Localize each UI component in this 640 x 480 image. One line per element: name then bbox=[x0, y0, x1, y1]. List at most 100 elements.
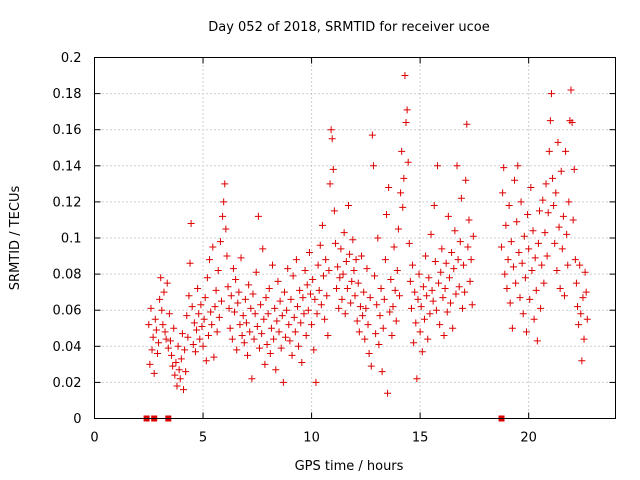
data-point bbox=[426, 310, 434, 318]
data-point bbox=[223, 252, 231, 260]
data-point bbox=[432, 306, 440, 314]
data-point bbox=[447, 299, 455, 307]
data-point bbox=[433, 162, 441, 170]
data-point bbox=[264, 310, 272, 318]
data-point bbox=[464, 243, 472, 251]
data-point bbox=[430, 202, 438, 210]
data-point bbox=[551, 239, 559, 247]
data-point bbox=[558, 245, 566, 253]
data-point bbox=[540, 279, 548, 287]
data-point bbox=[214, 266, 222, 274]
data-point bbox=[213, 328, 221, 336]
data-point bbox=[392, 317, 400, 325]
data-point bbox=[567, 86, 575, 94]
data-point bbox=[520, 232, 528, 240]
data-point bbox=[501, 270, 509, 278]
y-tick-label: 0.18 bbox=[53, 87, 82, 102]
data-point bbox=[217, 297, 225, 305]
data-point bbox=[343, 285, 351, 293]
data-point bbox=[574, 303, 582, 311]
data-point bbox=[328, 135, 336, 143]
data-point bbox=[273, 317, 281, 325]
data-point bbox=[336, 274, 344, 282]
data-point bbox=[207, 308, 215, 316]
data-point bbox=[303, 281, 311, 289]
data-point bbox=[224, 283, 232, 291]
data-point bbox=[171, 371, 179, 379]
data-point bbox=[315, 286, 323, 294]
data-point bbox=[363, 265, 371, 273]
data-point bbox=[170, 324, 178, 332]
data-point bbox=[365, 350, 373, 358]
data-point bbox=[159, 321, 167, 329]
data-point bbox=[260, 315, 268, 323]
data-point bbox=[293, 303, 301, 311]
data-point bbox=[429, 297, 437, 305]
data-point bbox=[568, 118, 576, 126]
y-tick-label: 0 bbox=[73, 412, 81, 427]
data-point bbox=[333, 285, 341, 293]
data-point bbox=[401, 72, 409, 80]
data-point bbox=[420, 315, 428, 323]
data-point bbox=[246, 328, 254, 336]
y-tick-label: 0.14 bbox=[53, 159, 82, 174]
data-point bbox=[553, 266, 561, 274]
data-point bbox=[418, 348, 426, 356]
data-point bbox=[389, 303, 397, 311]
data-point bbox=[215, 313, 223, 321]
data-point bbox=[529, 227, 537, 235]
data-point bbox=[444, 212, 452, 220]
data-point bbox=[524, 211, 532, 219]
data-point bbox=[461, 288, 469, 296]
data-point bbox=[450, 265, 458, 273]
data-point bbox=[514, 162, 522, 170]
data-point bbox=[203, 274, 211, 282]
data-point bbox=[229, 265, 237, 273]
data-point bbox=[537, 304, 545, 312]
data-point bbox=[320, 272, 328, 280]
data-point bbox=[378, 368, 386, 376]
data-point bbox=[338, 295, 346, 303]
data-point bbox=[386, 308, 394, 316]
data-point bbox=[245, 281, 253, 289]
data-point bbox=[411, 288, 419, 296]
data-point bbox=[448, 248, 456, 256]
data-point bbox=[234, 299, 242, 307]
data-point bbox=[507, 238, 515, 246]
data-point bbox=[454, 256, 462, 264]
data-point bbox=[339, 270, 347, 278]
data-point bbox=[227, 292, 235, 300]
data-point bbox=[572, 279, 580, 287]
data-point bbox=[211, 303, 219, 311]
y-tick-label: 0.2 bbox=[61, 51, 82, 66]
data-point bbox=[388, 331, 396, 339]
data-point bbox=[237, 254, 245, 262]
data-point bbox=[387, 276, 395, 284]
data-point bbox=[391, 286, 399, 294]
data-point bbox=[517, 198, 525, 206]
data-point bbox=[466, 277, 474, 285]
data-point bbox=[295, 342, 303, 350]
data-point bbox=[201, 294, 209, 302]
data-point bbox=[255, 344, 263, 352]
data-point bbox=[271, 304, 279, 312]
data-point bbox=[373, 301, 381, 309]
data-point bbox=[251, 310, 259, 318]
data-point bbox=[516, 294, 524, 302]
data-point bbox=[419, 283, 427, 291]
data-point bbox=[278, 312, 286, 320]
data-point bbox=[209, 243, 217, 251]
data-point bbox=[323, 292, 331, 300]
data-point bbox=[283, 306, 291, 314]
data-point bbox=[253, 322, 261, 330]
data-point bbox=[185, 292, 193, 300]
data-point bbox=[285, 321, 293, 329]
data-point bbox=[284, 265, 292, 273]
data-point bbox=[195, 310, 203, 318]
data-point bbox=[427, 230, 435, 238]
data-point bbox=[149, 333, 157, 341]
data-point bbox=[552, 189, 560, 197]
data-point bbox=[394, 225, 402, 233]
data-point bbox=[249, 290, 257, 298]
